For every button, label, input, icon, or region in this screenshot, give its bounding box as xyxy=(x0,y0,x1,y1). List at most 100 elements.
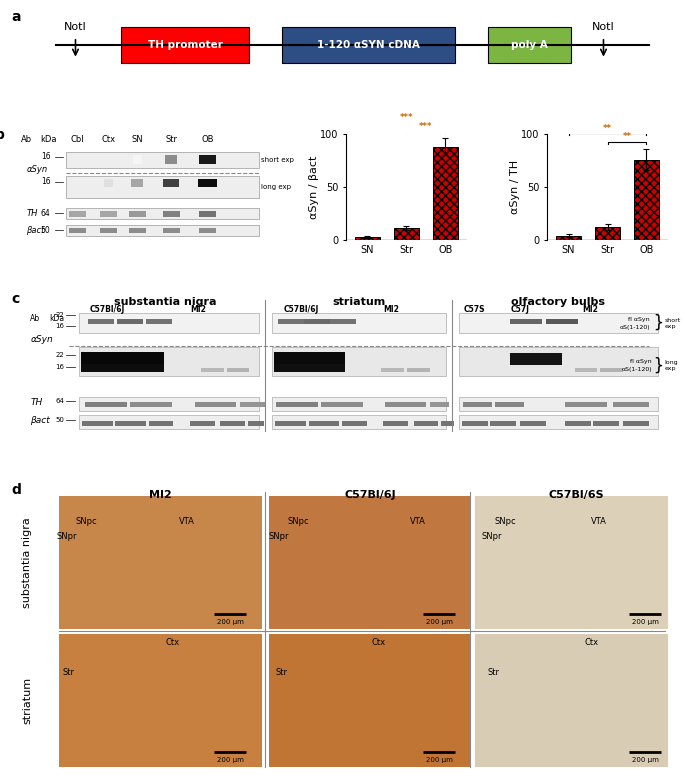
Text: 200 μm: 200 μm xyxy=(632,619,659,625)
Text: MI2: MI2 xyxy=(383,306,399,314)
Text: 16: 16 xyxy=(55,323,64,329)
Text: substantia nigra: substantia nigra xyxy=(22,517,32,608)
Text: poly A: poly A xyxy=(511,40,548,50)
Bar xyxy=(121,26,249,63)
Bar xyxy=(100,228,117,233)
Text: 50: 50 xyxy=(55,417,64,423)
Text: Ab: Ab xyxy=(30,314,40,323)
Bar xyxy=(384,421,408,426)
Bar xyxy=(595,227,620,240)
Bar xyxy=(272,397,446,411)
Text: Str: Str xyxy=(165,135,177,144)
Bar xyxy=(459,415,658,429)
Bar xyxy=(81,352,164,363)
Bar xyxy=(282,26,456,63)
Text: αSyn: αSyn xyxy=(30,335,53,344)
Bar xyxy=(394,228,419,240)
Bar xyxy=(274,352,345,363)
Text: olfactory bulbs: olfactory bulbs xyxy=(512,297,606,307)
Bar xyxy=(129,228,146,233)
Bar xyxy=(276,402,319,408)
Bar xyxy=(199,156,216,164)
Bar xyxy=(272,415,446,429)
Bar xyxy=(565,421,590,426)
Text: TH: TH xyxy=(30,398,42,407)
Bar xyxy=(79,415,259,429)
Bar xyxy=(68,228,86,233)
Text: Str: Str xyxy=(62,668,75,678)
Text: a: a xyxy=(11,10,21,24)
Y-axis label: αSyn / βact: αSyn / βact xyxy=(308,156,319,219)
Text: TH promoter: TH promoter xyxy=(147,40,223,50)
Bar xyxy=(600,368,623,372)
Text: 16: 16 xyxy=(41,152,51,161)
Bar xyxy=(556,236,581,240)
Text: VTA: VTA xyxy=(590,517,606,526)
Bar xyxy=(274,364,345,373)
Bar xyxy=(81,364,164,373)
Text: long
exp: long exp xyxy=(664,360,678,371)
Text: kDa: kDa xyxy=(50,314,65,323)
Bar xyxy=(433,147,458,240)
Bar xyxy=(227,368,249,372)
Text: 50: 50 xyxy=(41,226,51,235)
Bar xyxy=(165,156,177,164)
Bar xyxy=(459,347,658,376)
Text: SNpc: SNpc xyxy=(75,517,97,526)
Text: C57Bl/6J: C57Bl/6J xyxy=(283,306,319,314)
Bar xyxy=(221,421,245,426)
Bar xyxy=(565,402,607,408)
Bar xyxy=(459,313,658,333)
Bar xyxy=(329,319,356,324)
Bar xyxy=(308,421,340,426)
Text: NotI: NotI xyxy=(64,22,87,32)
Y-axis label: αSyn / TH: αSyn / TH xyxy=(510,160,520,214)
Bar xyxy=(79,313,259,333)
Text: SNpr: SNpr xyxy=(269,532,289,541)
Bar xyxy=(269,634,471,767)
Bar xyxy=(488,26,571,63)
Text: αSyn: αSyn xyxy=(27,164,47,173)
Text: Ab: Ab xyxy=(21,135,32,144)
Text: fl αSyn: fl αSyn xyxy=(630,359,652,364)
Bar xyxy=(66,177,260,198)
Bar xyxy=(201,368,223,372)
Bar xyxy=(462,421,488,426)
Text: substantia nigra: substantia nigra xyxy=(114,297,217,307)
Bar xyxy=(272,347,446,376)
Bar xyxy=(163,178,179,187)
Text: 200 μm: 200 μm xyxy=(426,619,453,625)
Text: 200 μm: 200 μm xyxy=(216,619,243,625)
Text: Ctx: Ctx xyxy=(101,135,116,144)
Text: 22: 22 xyxy=(55,352,64,358)
Text: }: } xyxy=(653,356,663,375)
Bar xyxy=(60,634,262,767)
Bar xyxy=(407,368,429,372)
Text: c: c xyxy=(11,292,19,306)
Text: 200 μm: 200 μm xyxy=(426,757,453,763)
Text: 16: 16 xyxy=(41,177,51,186)
Text: VTA: VTA xyxy=(179,517,195,526)
Text: short
exp: short exp xyxy=(664,317,681,328)
Bar xyxy=(199,228,216,233)
Bar xyxy=(278,319,304,324)
Bar xyxy=(129,211,146,216)
Text: βact: βact xyxy=(30,416,50,425)
Text: Str: Str xyxy=(488,668,499,678)
Bar xyxy=(475,496,677,629)
Bar xyxy=(66,208,260,219)
Text: C57Bl/6J: C57Bl/6J xyxy=(345,490,396,500)
Bar xyxy=(272,313,446,333)
Bar xyxy=(115,421,147,426)
Bar xyxy=(103,178,113,187)
Text: SNpr: SNpr xyxy=(56,532,77,541)
Text: MI2: MI2 xyxy=(149,490,172,500)
Text: αS(1-120): αS(1-120) xyxy=(621,367,652,372)
Bar xyxy=(342,421,366,426)
Bar xyxy=(414,421,438,426)
Text: striatum: striatum xyxy=(332,297,386,307)
Text: MI2: MI2 xyxy=(583,306,599,314)
Text: SNpr: SNpr xyxy=(481,532,501,541)
Bar xyxy=(495,402,524,408)
Text: Ctx: Ctx xyxy=(372,638,386,647)
